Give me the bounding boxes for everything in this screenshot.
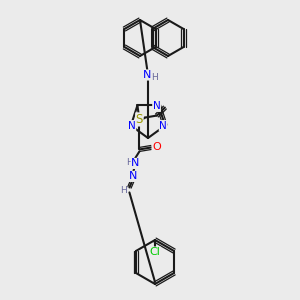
- Text: N: N: [153, 101, 160, 111]
- Text: N: N: [143, 70, 151, 80]
- Text: N: N: [129, 171, 138, 182]
- Text: N: N: [159, 121, 167, 130]
- Text: N: N: [131, 158, 140, 168]
- Text: N: N: [128, 121, 136, 130]
- Text: H: H: [120, 186, 127, 195]
- Text: Cl: Cl: [150, 247, 160, 257]
- Text: H: H: [126, 158, 133, 167]
- Text: O: O: [152, 142, 161, 152]
- Text: S: S: [136, 113, 143, 126]
- Text: H: H: [152, 73, 158, 82]
